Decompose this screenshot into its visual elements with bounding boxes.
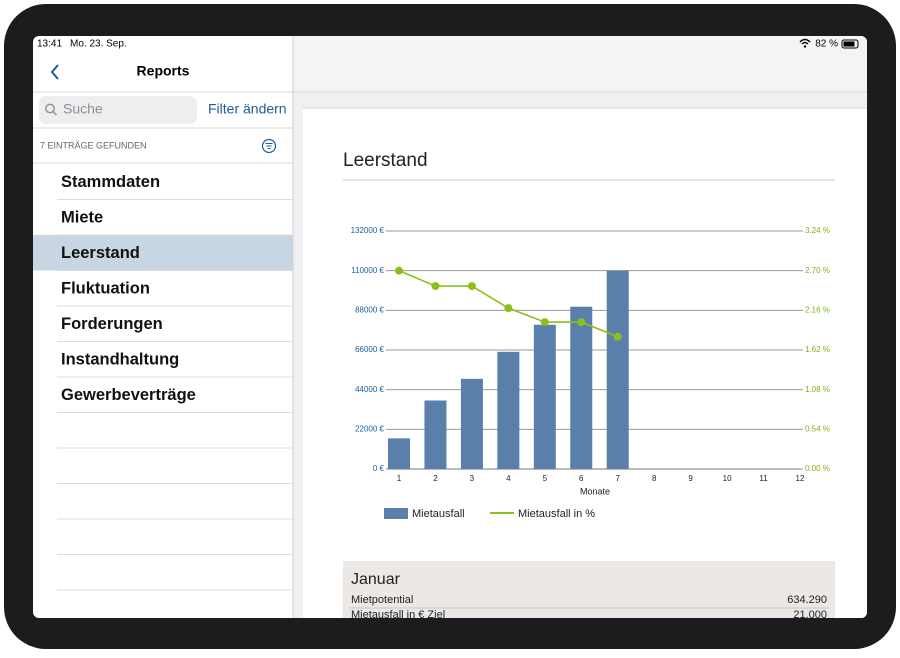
bar	[424, 400, 447, 469]
selected-row	[33, 235, 293, 271]
line-point	[577, 318, 586, 327]
line-point	[540, 318, 549, 327]
x-tick-label: 10	[723, 474, 732, 483]
sidebar-title: Reports	[137, 63, 190, 79]
x-tick-label: 6	[579, 474, 584, 483]
bar	[606, 270, 629, 469]
search-placeholder: Suche	[63, 101, 103, 117]
list-item[interactable]: Leerstand	[61, 244, 140, 262]
y-tick-label: 0 €	[373, 464, 385, 473]
bar	[460, 378, 483, 469]
summary-value: 21.000	[793, 609, 827, 621]
y2-tick-label: 2.16 %	[805, 305, 830, 314]
search-icon	[45, 103, 55, 114]
y-tick-label: 44000 €	[355, 385, 384, 394]
y2-tick-label: 0.54 %	[805, 424, 830, 433]
y-tick-label: 132000 €	[351, 226, 385, 235]
line-point	[467, 282, 476, 291]
line-point	[395, 266, 403, 275]
list-item[interactable]: Gewerbeverträge	[61, 386, 196, 404]
search-field[interactable]	[39, 96, 197, 124]
x-tick-label: 7	[616, 474, 621, 483]
summary-label: Mietpotential	[351, 594, 413, 606]
bar	[388, 438, 410, 469]
result-count: 7 EINTRÄGE GEFUNDEN	[40, 140, 147, 150]
chart-title: Leerstand	[343, 150, 428, 171]
battery-icon	[841, 39, 859, 49]
search-icon	[52, 111, 57, 116]
battery-level	[843, 41, 855, 47]
legend-swatch	[384, 508, 408, 519]
y2-tick-label: 1.62 %	[805, 345, 830, 354]
list-item[interactable]: Stammdaten	[61, 173, 160, 191]
x-tick-label: 1	[397, 474, 402, 483]
x-tick-label: 3	[470, 474, 475, 483]
y2-tick-label: 2.70 %	[805, 266, 830, 275]
x-tick-label: 8	[652, 474, 657, 483]
x-tick-label: 12	[796, 474, 805, 483]
screen: 13:41 Mo. 23. Sep. 82 % Reports Suche Fi…	[33, 36, 867, 621]
legend-label: Mietausfall	[412, 508, 465, 520]
y-tick-label: 22000 €	[355, 424, 384, 433]
summary-value: 634.290	[787, 594, 827, 606]
summary-month: Januar	[351, 571, 401, 588]
line-point	[504, 304, 513, 313]
detail-header	[293, 36, 867, 92]
list-item[interactable]: Miete	[61, 209, 103, 227]
legend-label: Mietausfall in %	[518, 508, 595, 520]
x-tick-label: 4	[506, 474, 511, 483]
summary-table: Mietpotential 634.290 Mietausfall in € Zie…	[349, 594, 829, 621]
x-tick-label: 5	[543, 474, 548, 483]
y2-tick-label: 0.00 %	[805, 464, 830, 473]
list-item[interactable]: Forderungen	[61, 315, 163, 333]
chart: 0 € 22000 € 44000 € 66000 € 88000 € 110000 € 1…	[351, 226, 830, 520]
status-time: 13:41	[37, 39, 62, 50]
list-item[interactable]: Instandhaltung	[61, 351, 179, 369]
battery-percent: 82 %	[815, 39, 838, 50]
report-list: Stammdaten Miete Leerstand Fluktuation Forde…	[33, 173, 293, 591]
back-button[interactable]	[50, 64, 59, 80]
x-tick-label: 11	[759, 474, 768, 483]
bar	[533, 324, 556, 469]
sort-icon	[265, 143, 273, 149]
sort-button[interactable]	[261, 138, 277, 154]
y-tick-label: 66000 €	[355, 345, 384, 354]
wifi-icon-dot	[803, 45, 807, 48]
summary-label: Mietausfall in € Ziel	[351, 609, 445, 621]
x-tick-label: 2	[433, 474, 438, 483]
y2-tick-label: 3.24 %	[805, 226, 830, 235]
y2-tick-label: 1.08 %	[805, 385, 830, 394]
status-date: Mo. 23. Sep.	[70, 39, 127, 50]
bar	[497, 351, 520, 469]
y-tick-label: 88000 €	[355, 305, 384, 314]
x-tick-label: 9	[688, 474, 693, 483]
wifi-icon	[799, 38, 811, 45]
filter-button[interactable]: Filter ändern	[208, 101, 287, 117]
bar	[570, 306, 593, 469]
list-item[interactable]: Fluktuation	[61, 280, 150, 298]
y-tick-label: 110000 €	[351, 266, 384, 275]
line-point	[431, 282, 440, 291]
line-point	[613, 332, 622, 341]
x-axis-label: Monate	[580, 486, 610, 496]
